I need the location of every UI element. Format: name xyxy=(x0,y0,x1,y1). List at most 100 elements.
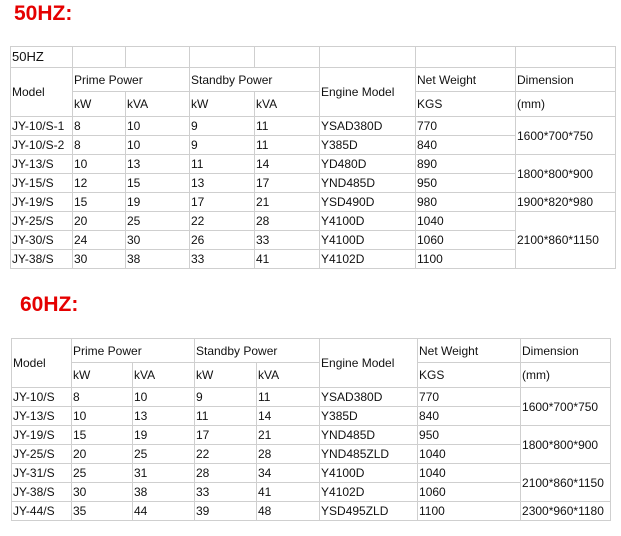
table-caption: 50HZ xyxy=(10,46,73,68)
header-weight-unit: KGS xyxy=(417,362,522,388)
cell-model: JY-10/S-1 xyxy=(10,116,73,136)
table-row: JY-19/S 15 19 17 21 YSD490D 980 1900*820*980 xyxy=(10,192,616,212)
cell-prime-kw: 30 xyxy=(72,249,126,269)
cell-standby-kw: 11 xyxy=(194,406,257,426)
cell-engine-model: Y4100D xyxy=(319,230,416,250)
cell-engine-model: YND485D xyxy=(319,425,419,445)
header-net-weight: Net Weight xyxy=(415,67,516,92)
cell-engine-model: YND485D xyxy=(319,173,416,193)
cell-model: JY-13/S xyxy=(11,406,72,426)
cell-prime-kw: 10 xyxy=(72,154,126,174)
cell-prime-kva: 13 xyxy=(125,154,190,174)
header-standby-kva: kVA xyxy=(255,362,321,388)
header-prime-kva: kVA xyxy=(125,91,190,117)
cell-prime-kw: 8 xyxy=(72,116,126,136)
header-dimension: Dimension xyxy=(520,338,612,363)
cell-net-weight: 770 xyxy=(417,387,522,407)
cell-prime-kva: 10 xyxy=(125,135,190,155)
cell-dimension: 1800*800*900 xyxy=(520,425,612,464)
header-standby-kw: kW xyxy=(194,362,257,388)
cell-prime-kw: 10 xyxy=(71,406,133,426)
cell-standby-kw: 22 xyxy=(189,211,255,231)
cell-prime-kva: 10 xyxy=(125,116,190,136)
header-row: Model Prime Power Standby Power Engine Mode… xyxy=(10,67,616,117)
header-prime-kw: kW xyxy=(71,362,133,388)
cell-standby-kw: 33 xyxy=(189,249,255,269)
empty-cell xyxy=(125,46,190,68)
table-row: JY-25/S 20 25 22 28 YND485ZLD 1040 xyxy=(11,444,611,464)
header-standby-power: Standby Power xyxy=(189,67,320,92)
cell-model: JY-10/S-2 xyxy=(10,135,73,155)
cell-standby-kva: 21 xyxy=(254,192,320,212)
cell-dimension: 1800*800*900 xyxy=(515,154,616,193)
cell-prime-kw: 20 xyxy=(72,211,126,231)
cell-standby-kw: 28 xyxy=(194,463,257,483)
cell-dimension: 2100*860*1150 xyxy=(520,463,612,502)
cell-prime-kva: 38 xyxy=(125,249,190,269)
cell-model: JY-44/S xyxy=(11,501,72,521)
header-standby-kw: kW xyxy=(189,91,255,117)
section-title-60hz: 60HZ: xyxy=(20,293,79,316)
cell-prime-kva: 44 xyxy=(132,501,195,521)
header-model: Model xyxy=(11,338,72,388)
cell-standby-kw: 9 xyxy=(194,387,257,407)
cell-standby-kw: 39 xyxy=(194,501,257,521)
cell-prime-kw: 20 xyxy=(71,444,133,464)
cell-engine-model: Y4100D xyxy=(319,463,419,483)
cell-net-weight: 1100 xyxy=(415,249,516,269)
cell-dimension: 2300*960*1180 xyxy=(520,501,612,521)
cell-prime-kva: 31 xyxy=(132,463,195,483)
cell-prime-kva: 30 xyxy=(125,230,190,250)
cell-prime-kva: 25 xyxy=(125,211,190,231)
cell-standby-kw: 9 xyxy=(189,135,255,155)
cell-standby-kw: 9 xyxy=(189,116,255,136)
cell-prime-kw: 12 xyxy=(72,173,126,193)
table-row: JY-30/S 24 30 26 33 Y4100D 1060 xyxy=(10,230,616,250)
cell-prime-kw: 25 xyxy=(71,463,133,483)
section-title-50hz: 50HZ: xyxy=(14,2,73,25)
cell-model: JY-38/S xyxy=(11,482,72,502)
header-dimension-unit: (mm) xyxy=(520,362,612,388)
cell-net-weight: 950 xyxy=(417,425,522,445)
cell-model: JY-15/S xyxy=(10,173,73,193)
empty-cell xyxy=(72,46,126,68)
cell-net-weight: 1060 xyxy=(417,482,522,502)
subheader-row: kW kVA kW kVA KGS (mm) xyxy=(12,362,612,388)
subheader-row: kW kVA kW kVA KGS (mm) xyxy=(11,91,616,117)
cell-prime-kva: 25 xyxy=(132,444,195,464)
spec-table-50hz: 50HZ Model Prime Power Standby Power Engine … xyxy=(10,46,616,269)
header-prime-kva: kVA xyxy=(132,362,195,388)
cell-model: JY-25/S xyxy=(11,444,72,464)
cell-engine-model: YND485ZLD xyxy=(319,444,419,464)
table-row: JY-10/S 8 10 9 11 YSAD380D 770 1600*700*750 xyxy=(11,387,612,426)
table-row: JY-31/S 25 31 28 34 Y4100D 1040 2100*860*1150 xyxy=(11,463,612,502)
cell-prime-kva: 13 xyxy=(132,406,195,426)
cell-standby-kw: 11 xyxy=(189,154,255,174)
cell-engine-model: YSAD380D xyxy=(319,116,416,136)
cell-prime-kva: 19 xyxy=(125,192,190,212)
cell-engine-model: YSD490D xyxy=(319,192,416,212)
cell-standby-kva: 11 xyxy=(254,116,320,136)
cell-net-weight: 770 xyxy=(415,116,516,136)
cell-model: JY-38/S xyxy=(10,249,73,269)
table-row: JY-15/S 12 15 13 17 YND485D 950 xyxy=(10,173,616,193)
empty-cell xyxy=(319,46,416,68)
cell-model: JY-31/S xyxy=(11,463,72,483)
empty-cell xyxy=(415,46,516,68)
cell-engine-model: Y385D xyxy=(319,135,416,155)
cell-standby-kva: 48 xyxy=(255,501,321,521)
header-engine-model: Engine Model xyxy=(319,338,419,388)
cell-net-weight: 1100 xyxy=(417,501,522,521)
header-dimension: Dimension xyxy=(515,67,616,92)
header-net-weight: Net Weight xyxy=(417,338,522,363)
cell-prime-kw: 30 xyxy=(71,482,133,502)
cell-net-weight: 1040 xyxy=(417,463,522,483)
cell-standby-kva: 33 xyxy=(254,230,320,250)
header-prime-kw: kW xyxy=(72,91,126,117)
cell-standby-kva: 28 xyxy=(255,444,321,464)
cell-dimension: 1600*700*750 xyxy=(515,116,616,155)
cell-standby-kva: 21 xyxy=(255,425,321,445)
cell-model: JY-19/S xyxy=(11,425,72,445)
spec-table-60hz: Model Prime Power Standby Power Engine Mode… xyxy=(11,338,612,521)
cell-dimension: 2100*860*1150 xyxy=(515,211,616,269)
